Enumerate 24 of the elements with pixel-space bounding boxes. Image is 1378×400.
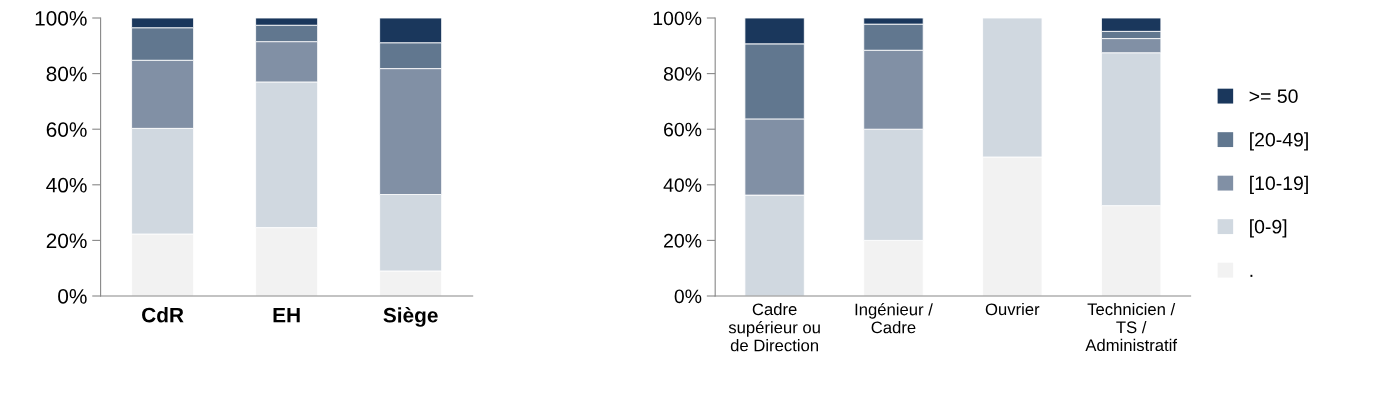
x-tick-label: Cadre supérieur ou de Direction [728,302,820,352]
y-tick-label: 40% [46,177,87,193]
x-tick-label: Ouvrier [985,302,1040,316]
y-tick-label: 0% [58,289,87,304]
x-tick-label: Technicien / TS / Administratif [1085,302,1178,352]
x-tick-label: Siège [383,307,438,327]
x-tick-label: EH [273,307,300,323]
y-tick-label: 20% [46,233,87,249]
y-tick-label: 60% [46,122,87,137]
legend-label: [0-9] [1250,219,1287,238]
legend-label: . [1250,274,1253,277]
x-tick-label: CdR [142,307,184,323]
y-tick-label: 80% [46,66,87,82]
y-tick-label: 0% [674,289,702,304]
legend-label: [20-49] [1250,132,1308,151]
y-tick-label: 80% [663,67,702,81]
y-tick-label: 40% [663,178,702,193]
y-tick-label: 60% [664,122,702,137]
legend-label: >= 50 [1249,89,1298,104]
y-tick-label: 100% [653,11,702,26]
y-tick-label: 100% [35,11,87,26]
x-tick-label: Ingénieur / Cadre [855,302,933,334]
y-tick-label: 20% [664,233,702,248]
legend-label: [10-19] [1250,175,1308,194]
